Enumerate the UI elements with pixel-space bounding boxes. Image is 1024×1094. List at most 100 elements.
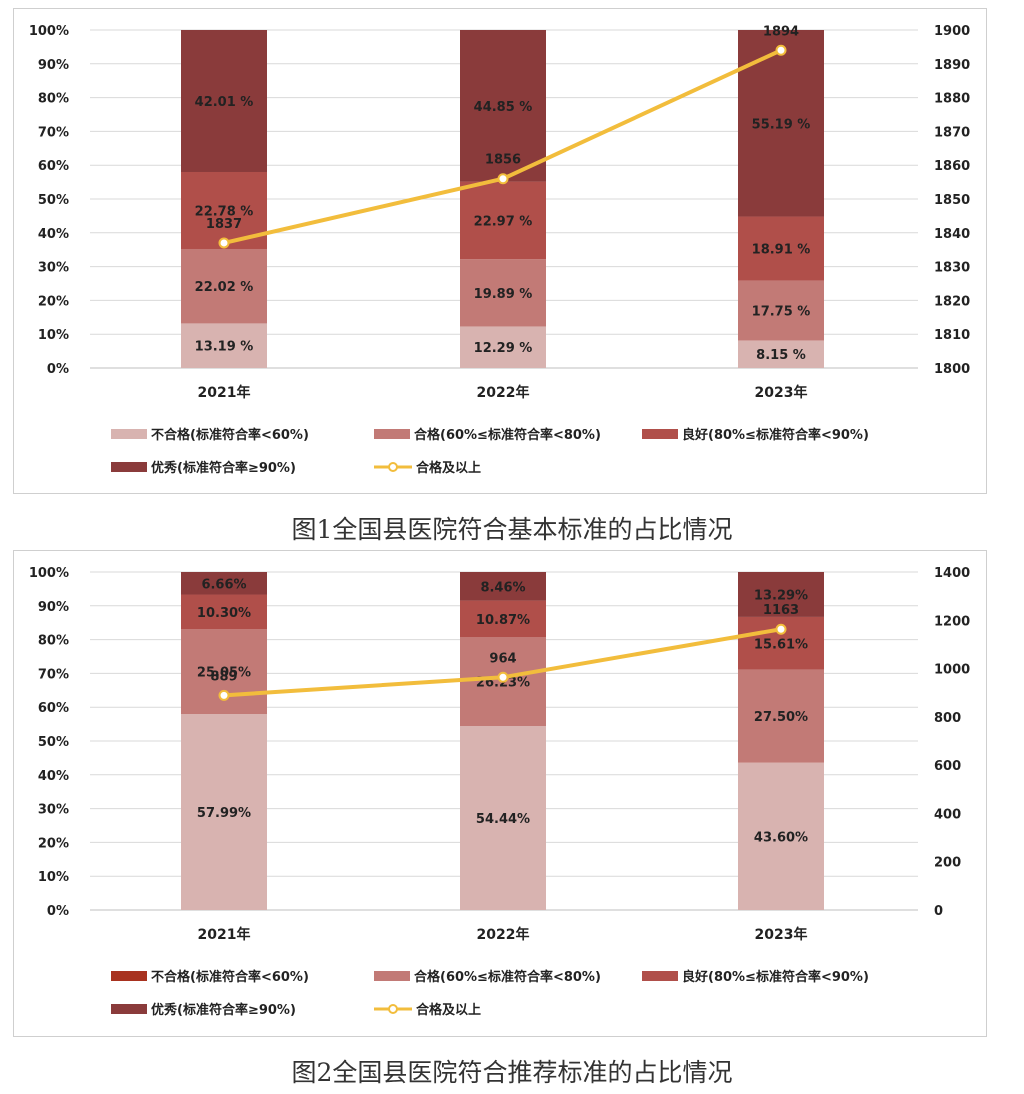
- x-tick-label: 2021年: [198, 384, 251, 401]
- bar-segment: [738, 216, 824, 281]
- y-tick-label: 10%: [38, 328, 69, 343]
- y-tick-label: 30%: [38, 261, 69, 276]
- data-label: 22.97 %: [474, 214, 533, 229]
- bar-segment: [181, 30, 267, 172]
- y-tick-label: 30%: [38, 803, 69, 818]
- data-label: 55.19 %: [752, 117, 811, 132]
- data-label: 27.50%: [754, 710, 808, 725]
- legend-swatch: [111, 429, 147, 439]
- legend-swatch: [111, 462, 147, 472]
- legend-label: 合格(60%≤标准符合率<80%): [414, 427, 601, 443]
- y-tick-label: 70%: [38, 667, 69, 682]
- data-label: 57.99%: [197, 806, 251, 821]
- y2-tick-label: 1820: [934, 294, 970, 309]
- bar-segment: [181, 248, 267, 324]
- data-label: 10.87%: [476, 613, 530, 628]
- line-point: [775, 623, 787, 635]
- chart-2-svg: 0% 10% 20% 30% 40% 50% 60% 70% 80% 90% 100% 0 200 400…: [29, 566, 970, 1018]
- y2-tick-label: 200: [934, 856, 961, 871]
- y2-tick-label: 800: [934, 711, 961, 726]
- data-label: 22.78 %: [195, 204, 254, 219]
- bar-segment: [460, 181, 546, 260]
- y-tick-label: 90%: [38, 58, 69, 73]
- data-label: 8.46%: [480, 580, 525, 595]
- data-label: 22.02 %: [195, 280, 254, 295]
- x-tick-label: 2023年: [755, 926, 808, 943]
- y2-tick-label: 1860: [934, 159, 970, 174]
- line-label: 889: [210, 669, 237, 684]
- bar-segment: [181, 594, 267, 630]
- legend-swatch: [111, 971, 147, 981]
- legend-line-marker: [388, 462, 398, 472]
- line-label: 964: [489, 651, 516, 666]
- chart-2: 0% 10% 20% 30% 40% 50% 60% 70% 80% 90% 100% 0 200 400…: [13, 550, 987, 1037]
- y-tick-label: 60%: [38, 701, 69, 716]
- bar-segment: [738, 572, 824, 617]
- legend-label: 合格及以上: [416, 1002, 481, 1018]
- legend-swatch: [642, 971, 678, 981]
- bar-segment: [181, 713, 267, 910]
- data-label: 13.29%: [754, 588, 808, 603]
- y2-tick-label: 1870: [934, 125, 970, 140]
- y2-tick-label: 1890: [934, 58, 970, 73]
- legend-label: 优秀(标准符合率≥90%): [151, 1002, 296, 1018]
- chart-1-caption: 图1全国县医院符合基本标准的占比情况: [291, 515, 733, 544]
- y2-tick-label: 600: [934, 759, 961, 774]
- line-label: 1856: [485, 153, 521, 168]
- data-label: 15.61%: [754, 637, 808, 652]
- y2-tick-label: 1000: [934, 663, 970, 678]
- y2-tick-label: 400: [934, 807, 961, 822]
- data-label: 42.01 %: [195, 95, 254, 110]
- legend-swatch: [111, 1004, 147, 1014]
- x-tick-label: 2022年: [477, 926, 530, 943]
- y2-tick-label: 1830: [934, 261, 970, 276]
- y-tick-label: 90%: [38, 600, 69, 615]
- y2-tick-label: 1800: [934, 362, 970, 377]
- data-label: 44.85 %: [474, 100, 533, 115]
- bar-segment: [460, 326, 546, 368]
- line-label: 1163: [763, 603, 799, 618]
- y2-tick-label: 1200: [934, 614, 970, 629]
- y-tick-label: 0%: [47, 904, 69, 919]
- y-tick-label: 80%: [38, 634, 69, 649]
- y-tick-label: 50%: [38, 735, 69, 750]
- legend-label: 良好(80%≤标准符合率<90%): [682, 427, 869, 443]
- line-label: 1894: [763, 24, 799, 39]
- line-label: 1837: [206, 217, 242, 232]
- line-point: [775, 44, 787, 56]
- bar-segment: [738, 762, 824, 910]
- chart-2-caption: 图2全国县医院符合推荐标准的占比情况: [291, 1058, 733, 1087]
- y2-tick-label: 1850: [934, 193, 970, 208]
- line-point: [497, 173, 509, 185]
- y-tick-label: 100%: [29, 24, 69, 39]
- legend-label: 合格及以上: [416, 460, 481, 476]
- y-tick-label: 70%: [38, 125, 69, 140]
- data-label: 19.89 %: [474, 287, 533, 302]
- y-tick-label: 20%: [38, 836, 69, 851]
- legend-label: 良好(80%≤标准符合率<90%): [682, 969, 869, 985]
- y-tick-label: 20%: [38, 294, 69, 309]
- data-label: 43.60%: [754, 830, 808, 845]
- data-label: 6.66%: [201, 577, 246, 592]
- data-label: 8.15 %: [756, 348, 806, 363]
- y-tick-label: 10%: [38, 870, 69, 885]
- y-tick-label: 80%: [38, 92, 69, 107]
- y2-tick-label: 1900: [934, 24, 970, 39]
- y-tick-label: 100%: [29, 566, 69, 581]
- line-point: [497, 671, 509, 683]
- line-point: [218, 689, 230, 701]
- y2-tick-label: 1840: [934, 227, 970, 242]
- data-label: 17.75 %: [752, 304, 811, 319]
- legend-label: 优秀(标准符合率≥90%): [151, 460, 296, 476]
- bar-segment: [460, 600, 546, 638]
- y-tick-label: 50%: [38, 193, 69, 208]
- data-label: 18.91 %: [752, 243, 811, 258]
- chart-1-svg: 0% 10% 20% 30% 40% 50% 60% 70% 80% 90% 100% 1800 181…: [29, 24, 970, 476]
- legend-label: 不合格(标准符合率<60%): [151, 427, 309, 443]
- legend-swatch: [374, 429, 410, 439]
- y-tick-label: 0%: [47, 362, 69, 377]
- legend-label: 合格(60%≤标准符合率<80%): [414, 969, 601, 985]
- y2-tick-label: 1400: [934, 566, 970, 581]
- bar-segment: [181, 572, 267, 595]
- bar-segment: [738, 30, 824, 217]
